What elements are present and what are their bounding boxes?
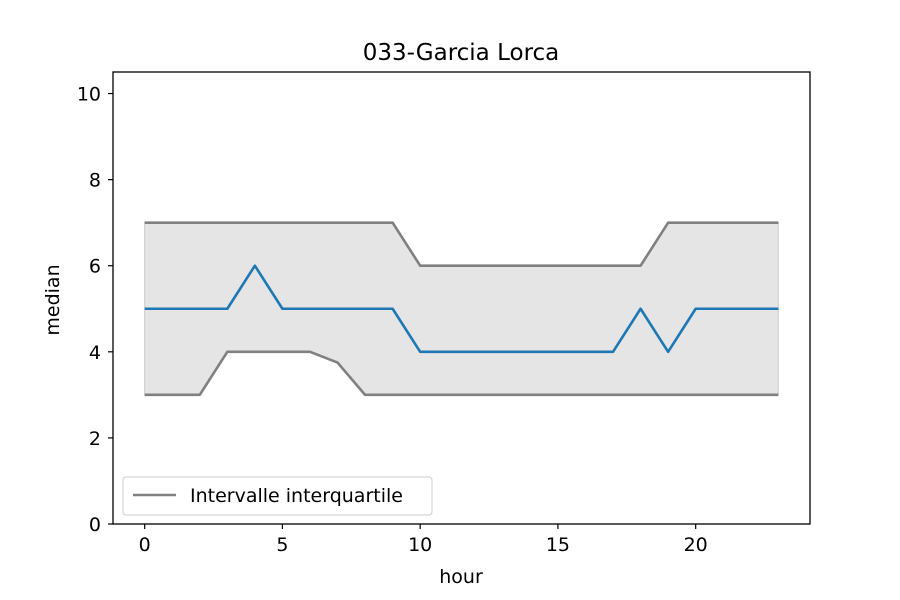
x-tick-label: 10 xyxy=(408,534,432,556)
plot-area-frame xyxy=(112,71,811,525)
y-tick-label: 6 xyxy=(89,256,101,278)
legend-label: Intervalle interquartile xyxy=(190,485,403,507)
y-tick-label: 10 xyxy=(77,84,101,106)
legend-box xyxy=(122,476,433,516)
x-tick-label: 15 xyxy=(546,534,570,556)
x-tick-label: 0 xyxy=(139,534,151,556)
series-layer xyxy=(144,221,779,397)
chart-title: 033-Garcia Lorca xyxy=(363,40,560,66)
y-axis-label: median xyxy=(42,264,64,335)
y-tick-label: 4 xyxy=(89,342,101,364)
iqr-band-layer xyxy=(144,222,779,396)
upper-quartile-line xyxy=(144,221,779,268)
legend: Intervalle interquartile xyxy=(122,476,433,516)
lower-quartile-line xyxy=(144,350,779,397)
y-tick-label: 8 xyxy=(89,170,101,192)
x-tick-label: 20 xyxy=(684,534,708,556)
y-tick-label: 2 xyxy=(89,428,101,450)
iqr-band xyxy=(144,222,779,396)
x-axis-label: hour xyxy=(439,566,483,588)
median-line xyxy=(144,264,779,354)
x-axis: 0 5 10 15 20 xyxy=(139,524,708,556)
x-tick-label: 5 xyxy=(276,534,288,556)
y-axis: 0 2 4 6 8 10 xyxy=(77,84,113,536)
y-tick-label: 0 xyxy=(89,514,101,536)
